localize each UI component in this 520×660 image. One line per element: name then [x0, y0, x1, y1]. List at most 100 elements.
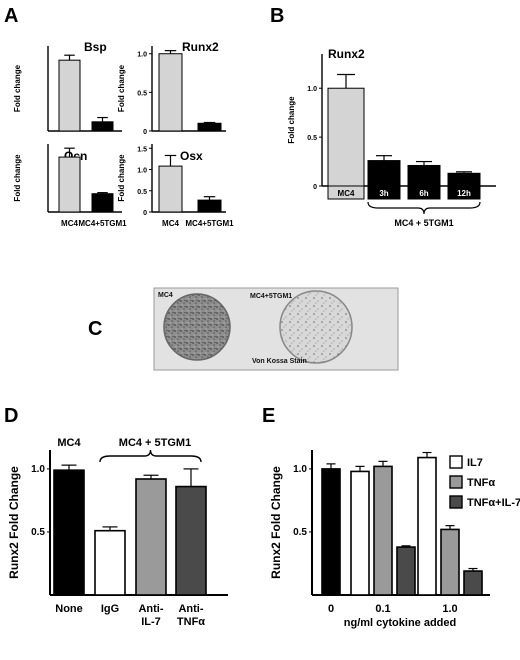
- x-tick-label: 6h: [419, 189, 428, 198]
- x-tick-label: 1.0: [442, 603, 457, 615]
- x-tick-label: IL-7: [141, 616, 161, 628]
- x-tick-label: MC4: [61, 219, 78, 228]
- panel-label-c: C: [88, 318, 102, 340]
- bar: [367, 160, 401, 187]
- annotation-mc4-5tgm1: MC4 + 5TGM1: [119, 437, 191, 449]
- chart-bsp: Fold change Bsp: [13, 40, 122, 132]
- legend-swatch: [449, 455, 463, 469]
- bar: [158, 165, 183, 213]
- chart-title: Runx2: [328, 47, 365, 61]
- y-axis-label: Fold change: [287, 96, 296, 144]
- chart-osx: 0 0.5 1.0 1.5 Fold change Osx MC4 MC4+5TGM1: [117, 144, 234, 228]
- y-axis-label: Fold change: [13, 64, 22, 112]
- legend-swatch: [449, 475, 463, 489]
- photo-label-mc4: MC4: [158, 292, 173, 299]
- bar: [94, 529, 126, 596]
- x-tick-label: Anti-: [178, 603, 203, 615]
- y-tick-label: 1.0: [31, 464, 45, 475]
- group-brace: [367, 201, 481, 215]
- category-box: [367, 185, 401, 200]
- panel-label-a: A: [4, 5, 18, 27]
- annotation-mc4: MC4: [57, 437, 81, 449]
- y-tick-label: 0.5: [31, 527, 45, 538]
- x-axis-label: ng/ml cytokine added: [344, 617, 456, 629]
- bar: [91, 193, 114, 213]
- bar: [135, 478, 167, 596]
- bar: [197, 199, 222, 213]
- y-tick-label: 1.5: [137, 146, 147, 153]
- category-box: [327, 185, 365, 200]
- bar: [407, 164, 441, 187]
- y-axis-label: Fold change: [117, 154, 126, 202]
- y-axis-label: Fold change: [117, 64, 126, 112]
- photo-label-mc4-5tgm1: MC4+5TGM1: [250, 293, 292, 300]
- bar: [58, 156, 81, 213]
- category-box: [447, 185, 481, 200]
- y-tick-label: 1.0: [293, 464, 307, 475]
- category-box: [407, 185, 441, 200]
- bar: [321, 468, 341, 596]
- legend-label: TNFα+IL-7: [467, 497, 520, 509]
- bar: [58, 59, 81, 132]
- panel-label-e: E: [262, 405, 275, 427]
- y-tick-label: 0.5: [137, 189, 147, 196]
- chart-title: Bsp: [84, 40, 107, 54]
- y-tick-label: 1.0: [137, 168, 147, 175]
- y-axis-label: Fold change: [13, 154, 22, 202]
- y-tick-label: 0: [143, 210, 147, 217]
- bar: [350, 470, 370, 596]
- x-tick-label: IgG: [101, 603, 119, 615]
- x-tick-label: 0: [328, 603, 334, 615]
- x-tick-label: TNFα: [177, 616, 205, 628]
- y-tick-label: 0: [143, 129, 147, 136]
- chart-runx2-a: 0 0.5 1.0 Fold change Runx2: [117, 40, 226, 136]
- bar: [440, 528, 460, 596]
- bar: [175, 485, 207, 596]
- chart-cytokine-dose: 0.5 1.0 Runx2 Fold Change 0 0.1 1.0 ng/ml cyto…: [269, 450, 520, 629]
- x-tick-label: None: [55, 603, 83, 615]
- group-label: MC4 + 5TGM1: [394, 218, 453, 228]
- chart-runx2-timecourse: 0 0.5 1.0 Fold change Runx2 MC4 3h 6h 12h MC4 + 5…: [287, 47, 496, 228]
- x-tick-label: MC4: [162, 219, 179, 228]
- y-tick-label: 1.0: [137, 52, 147, 59]
- bar: [158, 53, 183, 132]
- y-axis-label: Runx2 Fold Change: [7, 466, 21, 579]
- bar: [396, 546, 416, 596]
- y-tick-label: 0: [313, 184, 317, 191]
- bar: [463, 570, 483, 596]
- well-mc4: [163, 293, 231, 361]
- bar: [197, 122, 222, 132]
- chart-title: Osx: [180, 149, 203, 163]
- y-tick-label: 1.0: [307, 86, 317, 93]
- legend-label: TNFα: [467, 477, 495, 489]
- y-axis-label: Runx2 Fold Change: [269, 466, 283, 579]
- bar: [373, 465, 393, 596]
- panel-label-d: D: [4, 405, 18, 427]
- y-tick-label: 0.5: [307, 135, 317, 142]
- bar: [417, 456, 437, 596]
- x-tick-label: 3h: [379, 189, 388, 198]
- bar: [53, 469, 85, 596]
- bar: [91, 121, 114, 132]
- well-mc4-5tgm1: [279, 290, 353, 364]
- photo-label-stain: Von Kossa Stain: [252, 358, 307, 365]
- x-tick-label: MC4+5TGM1: [78, 219, 127, 228]
- legend-label: IL7: [467, 457, 483, 469]
- y-tick-label: 0.5: [137, 90, 147, 97]
- x-tick-label: Anti-: [138, 603, 163, 615]
- bar: [447, 172, 481, 187]
- group-brace: [99, 449, 202, 463]
- legend-swatch: [449, 495, 463, 509]
- x-tick-label: 0.1: [375, 603, 390, 615]
- x-tick-label: MC4: [338, 189, 355, 198]
- chart-title: Runx2: [182, 40, 219, 54]
- bar: [327, 87, 365, 187]
- x-tick-label: 12h: [457, 189, 471, 198]
- panel-label-b: B: [270, 5, 284, 27]
- y-tick-label: 0.5: [293, 527, 307, 538]
- x-tick-label: MC4+5TGM1: [185, 219, 234, 228]
- von-kossa-photo: MC4 MC4+5TGM1 Von Kossa Stain: [153, 287, 399, 371]
